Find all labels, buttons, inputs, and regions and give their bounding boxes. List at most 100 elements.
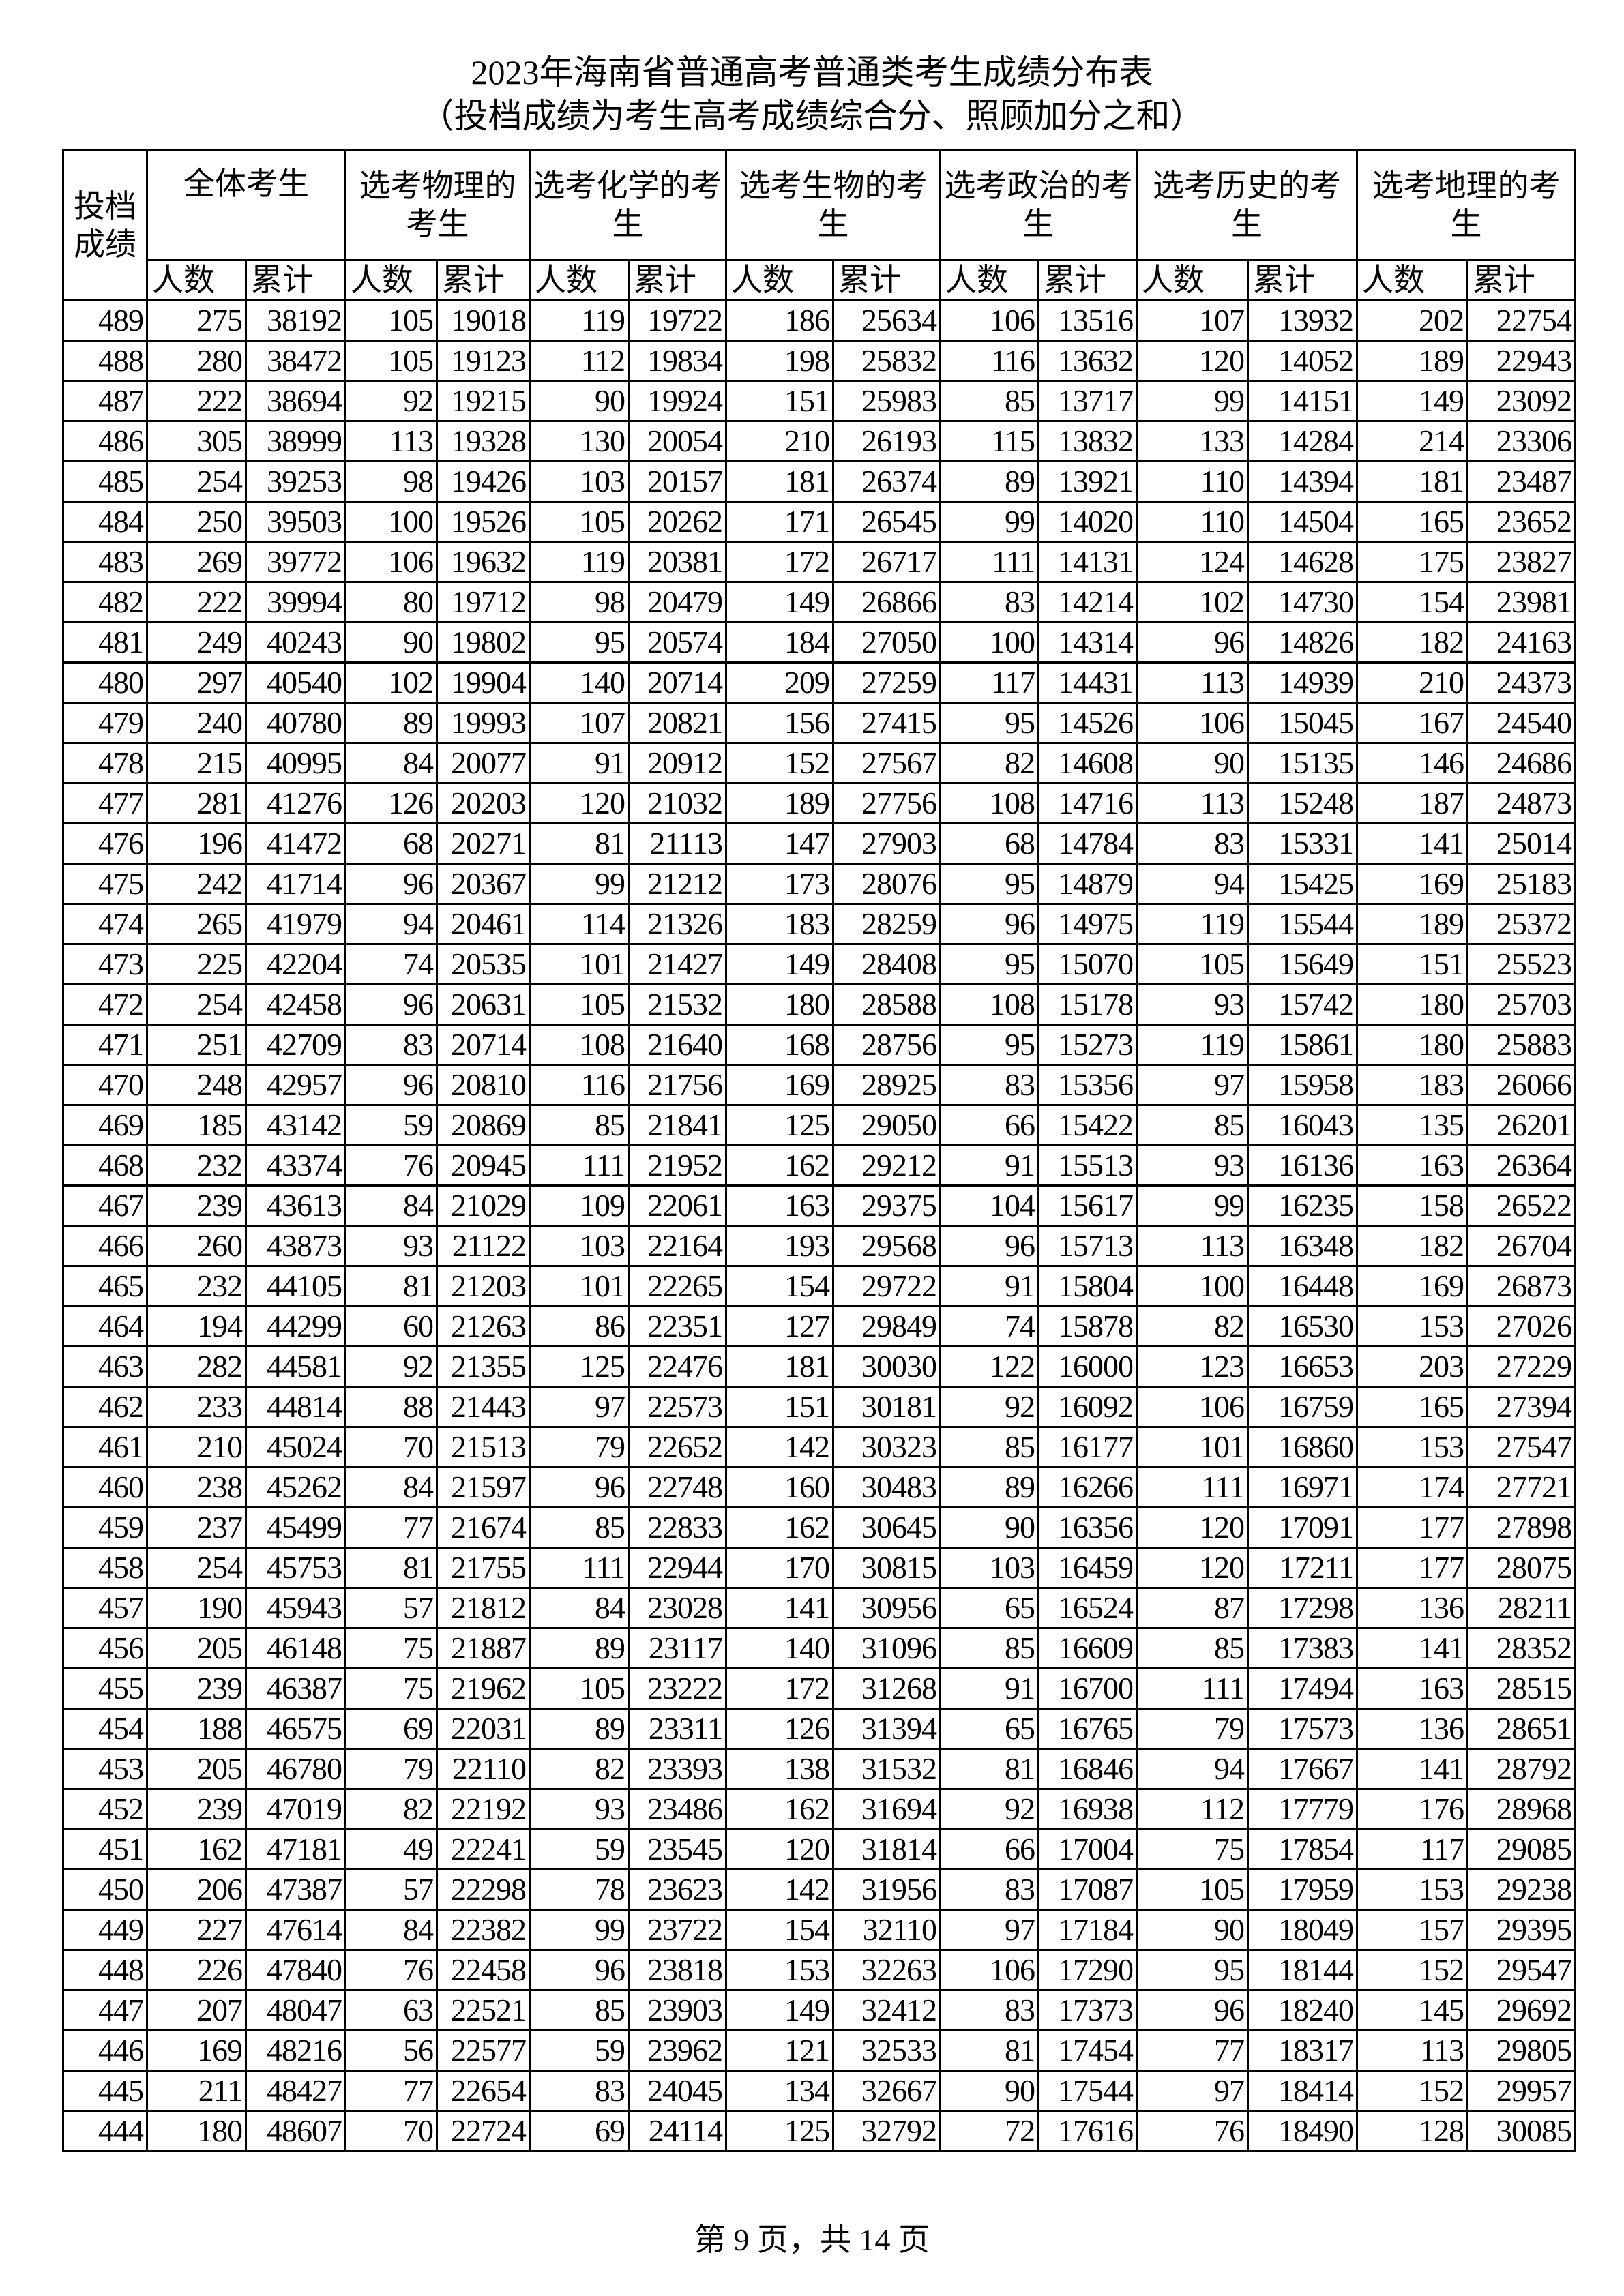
cumulative-cell: 28588 — [832, 983, 941, 1026]
cumulative-cell: 14608 — [1037, 742, 1138, 784]
cumulative-cell: 29849 — [832, 1305, 941, 1347]
cumulative-cell: 15804 — [1037, 1265, 1138, 1307]
count-cell: 100 — [344, 501, 438, 543]
table-row: 466 260 43873 93 21122 103 22164 193 29568 96 1571… — [62, 1225, 1576, 1267]
count-cell: 269 — [146, 541, 247, 583]
cumulative-cell: 29375 — [832, 1184, 941, 1227]
count-cell: 151 — [725, 380, 834, 422]
count-cell: 189 — [725, 782, 834, 824]
count-cell: 250 — [146, 501, 247, 543]
cumulative-cell: 22944 — [628, 1547, 727, 1589]
count-cell: 83 — [939, 1989, 1039, 2031]
count-cell: 85 — [1136, 1104, 1249, 1146]
cumulative-cell: 14879 — [1037, 863, 1138, 905]
count-cell: 141 — [1356, 822, 1468, 865]
count-cell: 153 — [1356, 1305, 1468, 1347]
cumulative-cell: 28925 — [832, 1064, 941, 1106]
header-score: 投档成绩 — [62, 149, 148, 301]
cumulative-cell: 16092 — [1037, 1386, 1138, 1428]
count-cell: 149 — [725, 1989, 834, 2031]
table-row: 463 282 44581 92 21355 125 22476 181 30030 122 160… — [62, 1345, 1576, 1388]
count-cell: 149 — [1356, 380, 1468, 422]
count-cell: 119 — [529, 541, 630, 583]
header-group: 选考物理的考生 — [344, 149, 531, 261]
count-cell: 116 — [939, 340, 1039, 382]
count-cell: 105 — [344, 299, 438, 342]
score-cell: 483 — [62, 541, 148, 583]
count-cell: 154 — [1356, 581, 1468, 623]
cumulative-cell: 22031 — [436, 1708, 531, 1750]
cumulative-cell: 14314 — [1037, 621, 1138, 664]
count-cell: 154 — [725, 1909, 834, 1951]
cumulative-cell: 15742 — [1247, 983, 1358, 1026]
cumulative-cell: 30645 — [832, 1506, 941, 1549]
cumulative-cell: 30815 — [832, 1547, 941, 1589]
count-cell: 75 — [1136, 1828, 1249, 1870]
cumulative-cell: 22110 — [436, 1748, 531, 1790]
cumulative-cell: 43374 — [245, 1144, 346, 1187]
cumulative-cell: 18240 — [1247, 1989, 1358, 2031]
count-cell: 122 — [939, 1345, 1039, 1388]
cumulative-cell: 15958 — [1247, 1064, 1358, 1106]
cumulative-cell: 15425 — [1247, 863, 1358, 905]
cumulative-cell: 15356 — [1037, 1064, 1138, 1106]
count-cell: 146 — [1356, 742, 1468, 784]
cumulative-cell: 23117 — [628, 1627, 727, 1669]
cumulative-cell: 22748 — [628, 1466, 727, 1508]
cumulative-cell: 30323 — [832, 1426, 941, 1468]
count-cell: 105 — [529, 983, 630, 1026]
cumulative-cell: 31394 — [832, 1708, 941, 1750]
count-cell: 90 — [529, 380, 630, 422]
count-cell: 104 — [939, 1184, 1039, 1227]
table-row: 455 239 46387 75 21962 105 23222 172 31268 91 1670… — [62, 1667, 1576, 1710]
cumulative-cell: 45753 — [245, 1547, 346, 1589]
cumulative-cell: 47019 — [245, 1788, 346, 1830]
score-cell: 488 — [62, 340, 148, 382]
count-cell: 97 — [939, 1909, 1039, 1951]
document-subtitle: （投档成绩为考生高考成绩综合分、照顾加分之和） — [419, 97, 1205, 135]
count-cell: 95 — [939, 863, 1039, 905]
cumulative-cell: 16348 — [1247, 1225, 1358, 1267]
cumulative-cell: 41472 — [245, 822, 346, 865]
count-cell: 83 — [939, 581, 1039, 623]
count-cell: 70 — [344, 1426, 438, 1468]
count-cell: 74 — [344, 943, 438, 985]
score-cell: 450 — [62, 1868, 148, 1911]
table-row: 462 233 44814 88 21443 97 22573 151 30181 92 16092… — [62, 1386, 1576, 1428]
cumulative-cell: 23827 — [1466, 541, 1576, 583]
count-cell: 77 — [344, 2070, 438, 2112]
count-cell: 233 — [146, 1386, 247, 1428]
score-cell: 477 — [62, 782, 148, 824]
count-cell: 63 — [344, 1989, 438, 2031]
count-cell: 68 — [939, 822, 1039, 865]
count-cell: 89 — [344, 702, 438, 744]
count-cell: 113 — [1356, 2029, 1468, 2072]
count-cell: 169 — [146, 2029, 247, 2072]
count-cell: 181 — [725, 1345, 834, 1388]
cumulative-cell: 15649 — [1247, 943, 1358, 985]
count-cell: 142 — [725, 1868, 834, 1911]
cumulative-cell: 21443 — [436, 1386, 531, 1428]
count-cell: 222 — [146, 380, 247, 422]
count-cell: 84 — [344, 1909, 438, 1951]
cumulative-cell: 40540 — [245, 661, 346, 704]
cumulative-cell: 15861 — [1247, 1024, 1358, 1066]
count-cell: 110 — [1136, 460, 1249, 503]
count-cell: 151 — [1356, 943, 1468, 985]
cumulative-cell: 23487 — [1466, 460, 1576, 503]
count-cell: 97 — [1136, 2070, 1249, 2112]
count-cell: 83 — [939, 1064, 1039, 1106]
cumulative-cell: 16846 — [1037, 1748, 1138, 1790]
score-cell: 463 — [62, 1345, 148, 1388]
cumulative-cell: 44299 — [245, 1305, 346, 1347]
count-cell: 112 — [529, 340, 630, 382]
table-row: 452 239 47019 82 22192 93 23486 162 31694 92 16938… — [62, 1788, 1576, 1830]
score-cell: 462 — [62, 1386, 148, 1428]
count-cell: 97 — [1136, 1064, 1249, 1106]
count-cell: 227 — [146, 1909, 247, 1951]
score-cell: 473 — [62, 943, 148, 985]
cumulative-cell: 26717 — [832, 541, 941, 583]
cumulative-cell: 14730 — [1247, 581, 1358, 623]
score-cell: 461 — [62, 1426, 148, 1468]
count-cell: 214 — [1356, 420, 1468, 462]
